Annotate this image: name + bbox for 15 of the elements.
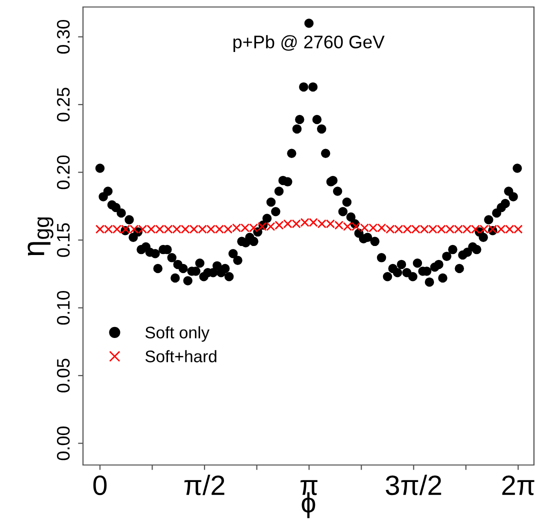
y-tick-label: 0.25 (56, 88, 70, 122)
y-tick-label: 0.30 (56, 20, 70, 54)
x-tick-label: 2π (502, 475, 534, 496)
y-axis-title: η$_{gg}$ (28, 217, 54, 256)
legend-label: Soft only (145, 326, 210, 342)
x-tick-label: 3π/2 (386, 474, 442, 496)
y-tick-label: 0.05 (56, 358, 70, 392)
x-tick-label: π/2 (184, 474, 224, 496)
y-tick-label: 0.10 (56, 290, 70, 325)
x-tick-label: 0 (93, 475, 107, 496)
y-tick-label: 0.20 (56, 155, 70, 190)
y-tick-label: 0.00 (56, 426, 70, 460)
y-tick-label: 0.15 (56, 223, 70, 257)
legend-label: Soft+hard (145, 350, 216, 362)
text: p+Pb @ 2760 GeV (233, 35, 385, 52)
